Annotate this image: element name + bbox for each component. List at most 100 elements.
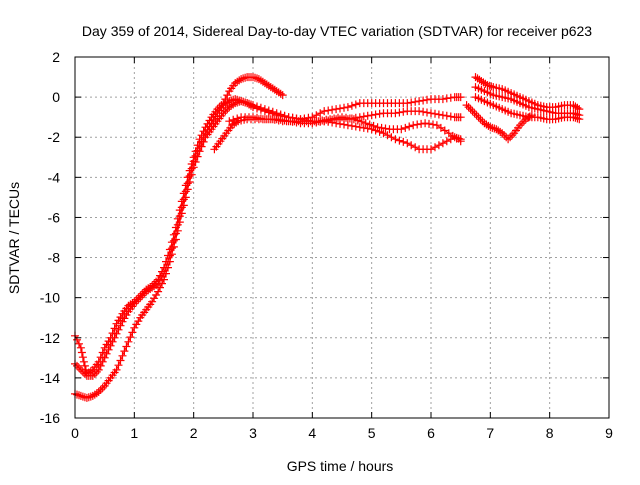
data-point xyxy=(369,121,378,130)
data-point xyxy=(442,111,451,120)
x-tick-label: 4 xyxy=(308,425,316,441)
data-point xyxy=(421,119,430,128)
data-point xyxy=(454,93,463,102)
data-point xyxy=(407,141,416,150)
data-point xyxy=(454,113,463,122)
y-tick-label: -8 xyxy=(48,250,61,266)
data-point xyxy=(110,324,119,333)
data-point xyxy=(379,129,388,138)
data-point xyxy=(167,250,176,259)
data-point xyxy=(233,114,242,123)
data-point xyxy=(316,117,325,126)
data-point xyxy=(78,367,87,376)
data-point xyxy=(158,279,166,288)
x-tick-label: 2 xyxy=(190,425,198,441)
data-point xyxy=(156,276,164,285)
y-tick-label: 0 xyxy=(52,89,60,105)
data-point xyxy=(495,103,504,112)
data-point xyxy=(411,107,420,116)
data-point xyxy=(312,118,321,127)
data-point xyxy=(211,112,220,121)
data-point xyxy=(128,302,137,311)
data-point xyxy=(571,102,580,111)
data-point xyxy=(387,109,396,118)
data-point xyxy=(264,106,273,115)
data-point xyxy=(477,85,486,94)
data-point xyxy=(571,113,580,122)
data-point xyxy=(256,114,265,123)
data-point xyxy=(336,104,344,113)
data-point xyxy=(220,131,229,140)
data-point xyxy=(557,101,566,110)
data-point xyxy=(223,91,232,100)
data-point xyxy=(438,111,447,120)
data-point xyxy=(80,369,89,378)
data-point xyxy=(169,242,178,251)
y-axis-title: SDTVAR / TECUs xyxy=(6,182,22,294)
data-point xyxy=(126,333,135,342)
data-point xyxy=(104,345,113,354)
data-point xyxy=(247,100,255,109)
data-point xyxy=(383,131,392,140)
data-point xyxy=(195,147,204,156)
data-point xyxy=(419,107,428,116)
data-point xyxy=(351,122,360,131)
data-point xyxy=(496,127,505,136)
data-point xyxy=(573,114,582,123)
data-point xyxy=(118,317,127,326)
data-point xyxy=(423,108,431,117)
data-point xyxy=(500,131,509,140)
data-point xyxy=(116,313,125,322)
data-point xyxy=(473,74,482,83)
data-point xyxy=(132,297,141,306)
data-point xyxy=(365,120,374,129)
data-point xyxy=(92,360,101,369)
data-point xyxy=(122,311,131,319)
data-point xyxy=(566,101,575,110)
data-point xyxy=(490,124,499,133)
data-point xyxy=(452,134,461,143)
data-point xyxy=(427,109,435,118)
data-point xyxy=(539,106,548,115)
data-point xyxy=(114,325,123,334)
data-point xyxy=(478,117,487,126)
data-point xyxy=(118,351,127,360)
y-tick-label: -16 xyxy=(40,410,60,426)
data-point xyxy=(114,361,123,370)
data-point xyxy=(513,110,521,119)
data-point xyxy=(423,145,431,154)
data-point xyxy=(521,101,530,110)
data-point xyxy=(486,99,495,108)
data-point xyxy=(462,101,471,110)
data-point xyxy=(179,201,188,210)
data-point xyxy=(268,107,277,116)
data-point xyxy=(328,115,337,124)
data-point xyxy=(351,100,360,109)
data-point xyxy=(387,99,396,108)
data-point xyxy=(134,317,143,326)
data-point xyxy=(477,95,486,104)
data-point xyxy=(347,101,356,110)
x-tick-label: 5 xyxy=(368,425,376,441)
data-point xyxy=(73,361,81,370)
data-point xyxy=(359,112,368,121)
data-point xyxy=(310,117,319,126)
data-point xyxy=(375,127,384,136)
data-point xyxy=(316,109,325,118)
data-point xyxy=(78,392,87,401)
data-point xyxy=(177,209,186,218)
data-point xyxy=(235,76,244,85)
data-point xyxy=(375,109,384,118)
grid xyxy=(75,57,609,418)
data-point xyxy=(191,158,200,166)
data-point xyxy=(98,357,107,366)
data-point xyxy=(530,104,539,113)
data-point xyxy=(73,390,81,399)
data-point xyxy=(513,97,521,106)
data-point xyxy=(518,119,526,128)
data-point xyxy=(423,95,431,104)
data-point xyxy=(387,133,396,142)
data-point xyxy=(411,143,420,152)
data-point xyxy=(124,337,133,346)
data-point xyxy=(520,117,528,126)
